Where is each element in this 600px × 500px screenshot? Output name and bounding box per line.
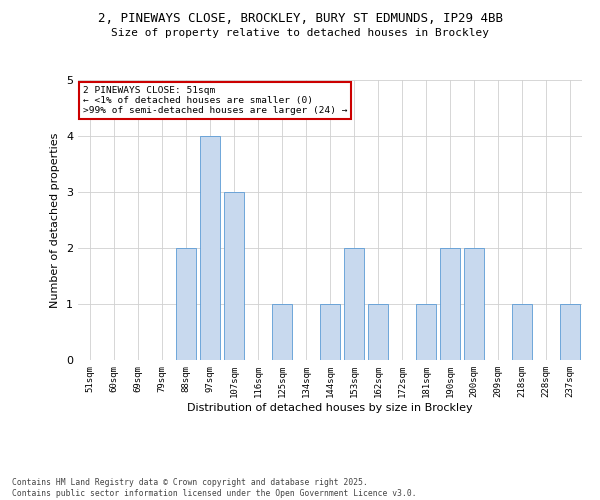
Bar [224,192,244,360]
Bar [200,136,220,360]
Y-axis label: Number of detached properties: Number of detached properties [50,132,61,308]
Bar [368,304,388,360]
Text: Size of property relative to detached houses in Brockley: Size of property relative to detached ho… [111,28,489,38]
Bar [320,304,340,360]
Text: 2 PINEWAYS CLOSE: 51sqm
← <1% of detached houses are smaller (0)
>99% of semi-de: 2 PINEWAYS CLOSE: 51sqm ← <1% of detache… [83,86,347,116]
X-axis label: Distribution of detached houses by size in Brockley: Distribution of detached houses by size … [187,402,473,412]
Bar [512,304,532,360]
Bar [416,304,436,360]
Text: 2, PINEWAYS CLOSE, BROCKLEY, BURY ST EDMUNDS, IP29 4BB: 2, PINEWAYS CLOSE, BROCKLEY, BURY ST EDM… [97,12,503,26]
Bar [344,248,364,360]
Text: Contains HM Land Registry data © Crown copyright and database right 2025.
Contai: Contains HM Land Registry data © Crown c… [12,478,416,498]
Bar [176,248,196,360]
Bar [440,248,460,360]
Bar [464,248,484,360]
Bar [272,304,292,360]
Bar [560,304,580,360]
